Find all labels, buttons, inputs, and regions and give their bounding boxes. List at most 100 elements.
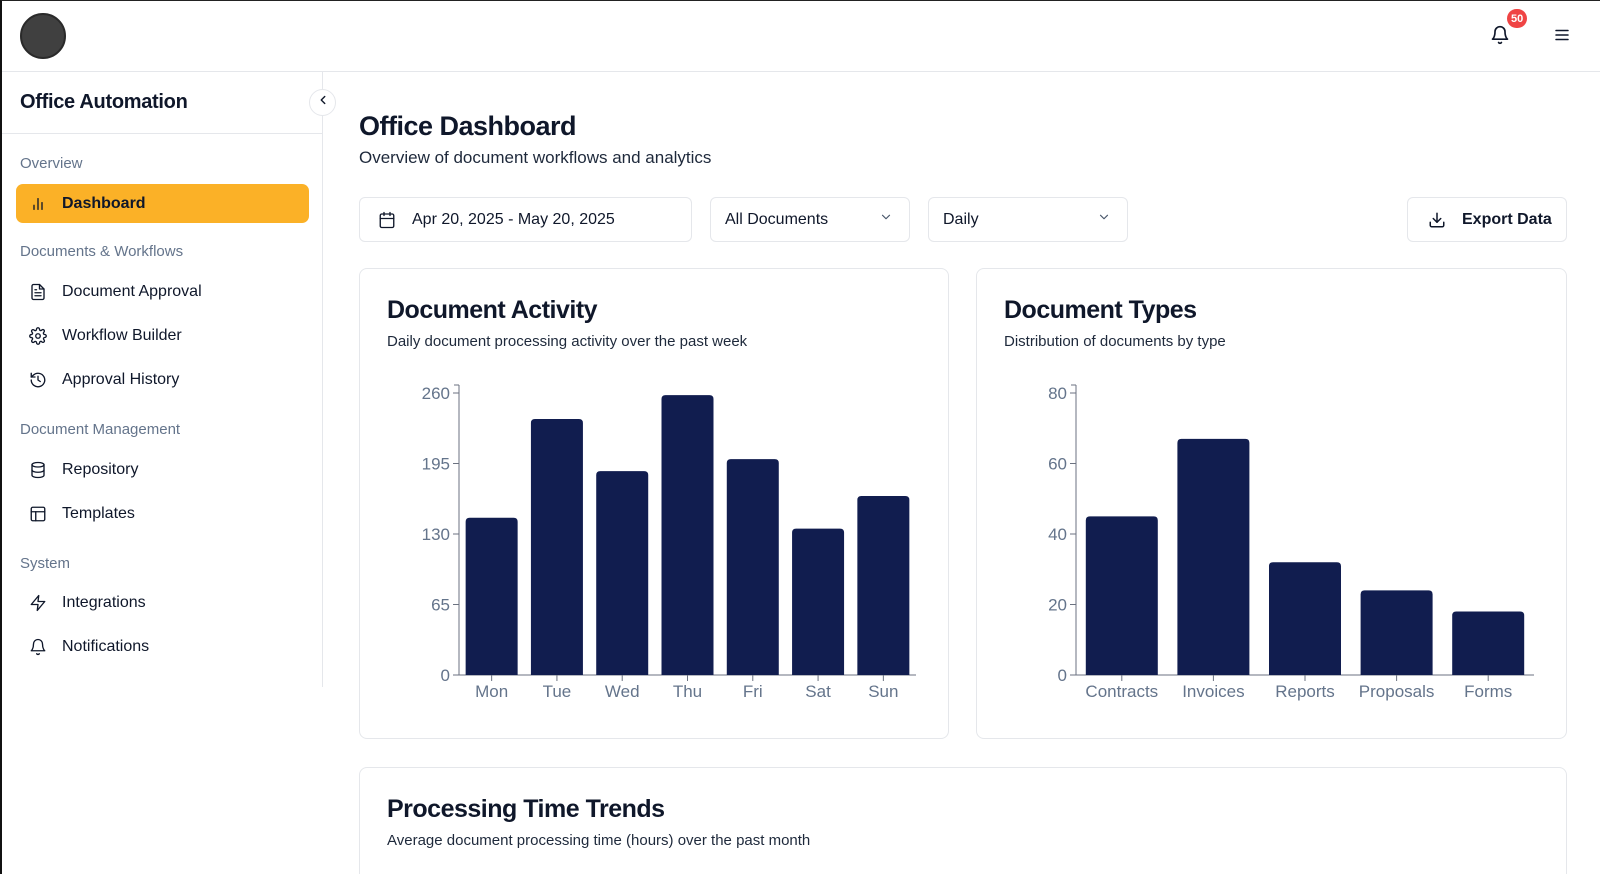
sidebar-header: Office Automation xyxy=(2,72,322,134)
sidebar-item-integrations[interactable]: Integrations xyxy=(16,583,309,622)
y-tick-label: 20 xyxy=(1048,596,1067,615)
y-tick-label: 80 xyxy=(1048,384,1067,403)
sidebar: Office Automation Overview Dashboard Doc… xyxy=(2,72,323,687)
document-type-value: All Documents xyxy=(725,210,829,228)
bell-icon xyxy=(28,637,48,657)
x-tick-label: Invoices xyxy=(1182,682,1244,701)
sidebar-item-label: Notifications xyxy=(62,637,150,655)
file-text-icon xyxy=(28,282,48,302)
bar xyxy=(596,471,649,675)
y-tick-label: 130 xyxy=(422,525,450,544)
x-tick-label: Sun xyxy=(868,682,898,701)
chevron-down-icon xyxy=(1097,210,1111,229)
document-types-chart: 0 20 40 60 80 Contracts Invoices Reports Proposa… xyxy=(1048,384,1534,701)
sidebar-item-label: Integrations xyxy=(62,593,146,611)
section-label-document-management: Document Management xyxy=(20,421,181,438)
menu-button[interactable] xyxy=(1548,23,1576,51)
bar xyxy=(792,528,845,675)
card-title: Processing Time Trends xyxy=(387,795,665,823)
sidebar-item-label: Workflow Builder xyxy=(62,326,182,344)
hamburger-icon xyxy=(1553,26,1571,49)
date-range-value: Apr 20, 2025 - May 20, 2025 xyxy=(412,210,615,228)
section-label-system: System xyxy=(20,555,71,572)
bell-icon xyxy=(1490,25,1510,50)
bar xyxy=(1269,562,1341,675)
page-title: Office Dashboard xyxy=(359,111,577,141)
chevron-down-icon xyxy=(879,210,893,229)
export-data-label: Export Data xyxy=(1462,210,1552,228)
avatar[interactable] xyxy=(20,13,66,59)
collapse-sidebar-button[interactable] xyxy=(309,89,336,116)
y-tick-label: 260 xyxy=(422,384,450,403)
x-tick-label: Wed xyxy=(605,682,640,701)
bar xyxy=(1085,516,1158,675)
x-tick-label: Forms xyxy=(1464,682,1512,701)
sidebar-item-repository[interactable]: Repository xyxy=(16,450,309,489)
card-subtitle: Daily document processing activity over … xyxy=(387,333,748,350)
bar xyxy=(1360,590,1433,675)
database-icon xyxy=(28,460,48,480)
bar xyxy=(530,419,583,675)
x-tick-label: Contracts xyxy=(1085,682,1158,701)
period-select[interactable]: Daily xyxy=(928,197,1128,242)
x-tick-label: Fri xyxy=(743,682,763,701)
lightning-icon xyxy=(28,593,48,613)
notifications-button[interactable] xyxy=(1484,21,1516,53)
bar xyxy=(465,517,518,675)
sidebar-item-dashboard[interactable]: Dashboard xyxy=(16,184,309,223)
notification-count-badge: 50 xyxy=(1507,9,1528,28)
sidebar-item-notifications[interactable]: Notifications xyxy=(16,627,309,666)
y-tick-label: 0 xyxy=(441,666,450,685)
bar xyxy=(726,459,779,675)
y-tick-label: 195 xyxy=(422,455,450,474)
x-tick-label: Tue xyxy=(543,682,572,701)
export-data-button[interactable]: Export Data xyxy=(1407,197,1567,242)
sidebar-item-label: Document Approval xyxy=(62,282,202,300)
page-subtitle: Overview of document workflows and analy… xyxy=(359,148,712,167)
document-type-select[interactable]: All Documents xyxy=(710,197,910,242)
bar xyxy=(661,395,714,675)
period-value: Daily xyxy=(943,210,979,228)
download-icon xyxy=(1428,211,1446,229)
date-range-picker[interactable]: Apr 20, 2025 - May 20, 2025 xyxy=(359,197,692,242)
sidebar-item-document-approval[interactable]: Document Approval xyxy=(16,272,309,311)
top-bar: 50 xyxy=(2,1,1600,72)
sidebar-item-templates[interactable]: Templates xyxy=(16,494,309,533)
layout-icon xyxy=(28,504,48,524)
x-tick-label: Proposals xyxy=(1359,682,1435,701)
calendar-icon xyxy=(378,211,396,229)
x-tick-label: Reports xyxy=(1275,682,1335,701)
bar-chart-icon xyxy=(28,194,48,214)
y-tick-label: 65 xyxy=(431,596,450,615)
card-title: Document Activity xyxy=(387,296,598,324)
sidebar-item-label: Dashboard xyxy=(62,194,146,212)
x-tick-label: Sat xyxy=(805,682,831,701)
processing-time-trends-card: Processing Time Trends Average document … xyxy=(359,767,1567,874)
y-tick-label: 60 xyxy=(1048,455,1067,474)
card-subtitle: Average document processing time (hours)… xyxy=(387,832,811,849)
history-icon xyxy=(28,370,48,390)
y-tick-label: 0 xyxy=(1058,666,1067,685)
bar xyxy=(857,496,910,675)
section-label-overview: Overview xyxy=(20,155,83,172)
app-title: Office Automation xyxy=(20,91,188,113)
sidebar-item-label: Templates xyxy=(62,504,135,522)
card-title: Document Types xyxy=(1004,296,1197,324)
document-activity-chart: 0 65 130 195 260 Mon Tue Wed Thu Fri Sat Sun xyxy=(422,384,916,701)
section-label-documents-workflows: Documents & Workflows xyxy=(20,243,184,260)
document-types-card: Document Types Distribution of documents… xyxy=(976,268,1567,739)
chevron-left-icon xyxy=(316,93,330,112)
x-tick-label: Thu xyxy=(673,682,702,701)
sidebar-item-label: Repository xyxy=(62,460,139,478)
y-tick-label: 40 xyxy=(1048,525,1067,544)
bar xyxy=(1177,438,1250,675)
bar xyxy=(1452,611,1525,675)
x-tick-label: Mon xyxy=(475,682,508,701)
sidebar-item-label: Approval History xyxy=(62,370,180,388)
sidebar-item-workflow-builder[interactable]: Workflow Builder xyxy=(16,316,309,355)
sidebar-item-approval-history[interactable]: Approval History xyxy=(16,360,309,399)
gear-icon xyxy=(28,326,48,346)
document-activity-card: Document Activity Daily document process… xyxy=(359,268,949,739)
card-subtitle: Distribution of documents by type xyxy=(1004,333,1226,350)
